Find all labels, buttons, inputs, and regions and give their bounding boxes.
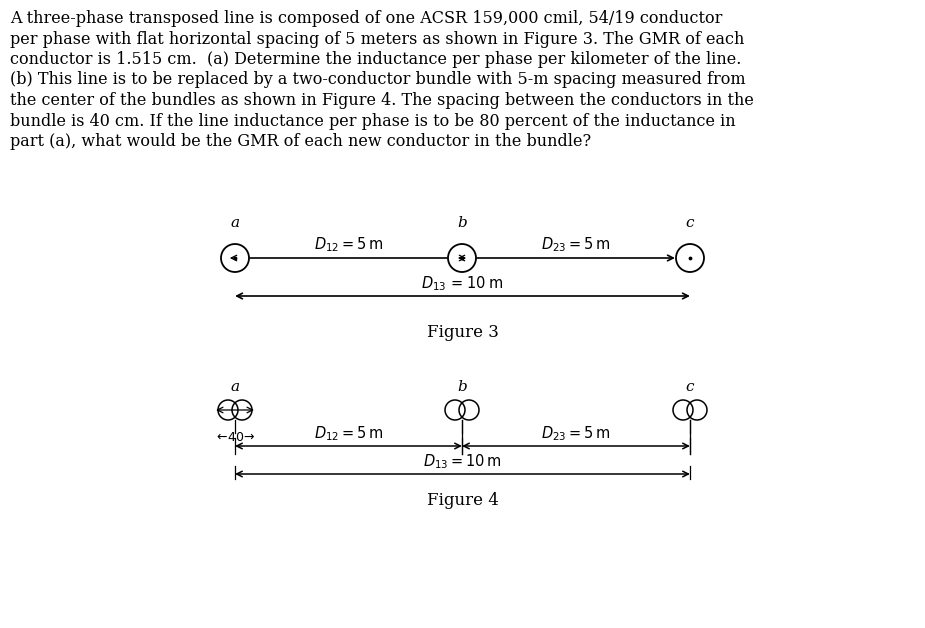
Text: $D_{13}\,{=}10\;\mathrm{m}$: $D_{13}\,{=}10\;\mathrm{m}$ bbox=[421, 274, 504, 293]
Text: (b) This line is to be replaced by a two-conductor bundle with 5-m spacing measu: (b) This line is to be replaced by a two… bbox=[10, 72, 746, 89]
Text: c: c bbox=[685, 216, 695, 230]
Text: $D_{23} = 5\,\mathrm{m}$: $D_{23} = 5\,\mathrm{m}$ bbox=[541, 236, 610, 254]
Text: a: a bbox=[230, 216, 240, 230]
Text: the center of the bundles as shown in Figure 4. The spacing between the conducto: the center of the bundles as shown in Fi… bbox=[10, 92, 754, 109]
Text: $D_{12} = 5\,\mathrm{m}$: $D_{12} = 5\,\mathrm{m}$ bbox=[314, 425, 383, 443]
Text: per phase with flat horizontal spacing of 5 meters as shown in Figure 3. The GMR: per phase with flat horizontal spacing o… bbox=[10, 31, 745, 48]
Text: bundle is 40 cm. If the line inductance per phase is to be 80 percent of the ind: bundle is 40 cm. If the line inductance … bbox=[10, 112, 735, 129]
Text: $D_{13} = 10\,\mathrm{m}$: $D_{13} = 10\,\mathrm{m}$ bbox=[423, 452, 502, 471]
Text: $D_{12} = 5\,\mathrm{m}$: $D_{12} = 5\,\mathrm{m}$ bbox=[314, 236, 383, 254]
Text: b: b bbox=[457, 380, 467, 394]
Text: $\leftarrow\!40\!\rightarrow$: $\leftarrow\!40\!\rightarrow$ bbox=[215, 431, 255, 444]
Text: A three-phase transposed line is composed of one ACSR 159,000 cmil, 54/19 conduc: A three-phase transposed line is compose… bbox=[10, 10, 722, 27]
Text: part (a), what would be the GMR of each new conductor in the bundle?: part (a), what would be the GMR of each … bbox=[10, 133, 591, 150]
Text: $D_{23} = 5\,\mathrm{m}$: $D_{23} = 5\,\mathrm{m}$ bbox=[541, 425, 610, 443]
Text: b: b bbox=[457, 216, 467, 230]
Text: Figure 4: Figure 4 bbox=[426, 492, 499, 509]
Text: conductor is 1.515 cm.  (a) Determine the inductance per phase per kilometer of : conductor is 1.515 cm. (a) Determine the… bbox=[10, 51, 741, 68]
Text: Figure 3: Figure 3 bbox=[426, 324, 499, 341]
Text: c: c bbox=[685, 380, 695, 394]
Text: a: a bbox=[230, 380, 240, 394]
